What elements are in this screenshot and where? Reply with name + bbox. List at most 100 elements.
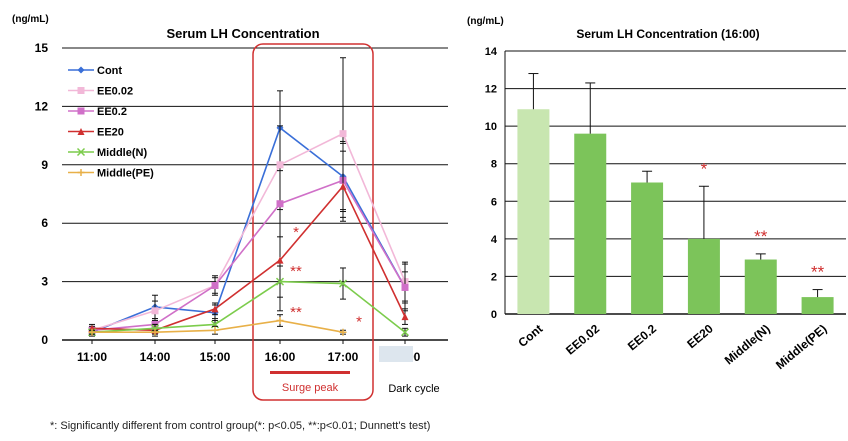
data-point bbox=[339, 182, 347, 190]
line-chart-title: Serum LH Concentration bbox=[166, 26, 319, 41]
y-tick-label: 6 bbox=[491, 196, 497, 208]
x-tick-label: 15:00 bbox=[200, 350, 231, 364]
data-point bbox=[211, 305, 219, 313]
significance-mark: * bbox=[293, 224, 299, 241]
series-line bbox=[91, 280, 406, 334]
y-tick-label: 0 bbox=[491, 309, 497, 321]
series-line bbox=[91, 126, 406, 333]
data-point bbox=[151, 328, 159, 336]
x-tick-label: EE0.2 bbox=[625, 321, 659, 353]
data-point bbox=[401, 283, 409, 291]
data-point bbox=[338, 279, 348, 288]
legend-entry: Middle(PE) bbox=[97, 168, 154, 180]
data-point bbox=[400, 328, 410, 337]
data-point bbox=[275, 277, 285, 286]
y-tick-label: 4 bbox=[491, 234, 498, 246]
legend-entry: Cont bbox=[97, 65, 122, 77]
significance-mark: * bbox=[356, 314, 362, 331]
y-tick-label: 0 bbox=[41, 333, 48, 347]
data-point bbox=[276, 161, 284, 169]
x-tick-label: EE20 bbox=[684, 321, 716, 351]
data-point bbox=[151, 307, 159, 315]
y-tick-label: 12 bbox=[35, 99, 49, 113]
y-tick-label: 6 bbox=[41, 216, 48, 230]
dark-cycle-label: Dark cycle bbox=[388, 383, 439, 395]
significance-mark: ** bbox=[754, 227, 768, 246]
bar-middle-pe-: ** bbox=[801, 263, 834, 314]
data-point bbox=[211, 281, 219, 289]
data-point bbox=[339, 328, 347, 336]
series-line bbox=[91, 184, 406, 332]
bar bbox=[574, 133, 607, 314]
legend-marker bbox=[76, 147, 86, 157]
surge-peak-box bbox=[252, 43, 374, 401]
data-point bbox=[276, 256, 284, 264]
x-tick-label: Middle(N) bbox=[722, 322, 773, 368]
legend-marker bbox=[77, 128, 85, 135]
data-point bbox=[401, 313, 409, 321]
x-tick-label: 16:00 bbox=[265, 350, 296, 364]
y-tick-label: 9 bbox=[41, 158, 48, 172]
surge-peak-label: Surge peak bbox=[282, 382, 339, 394]
bar-chart-grid bbox=[504, 50, 846, 315]
series-line bbox=[91, 179, 406, 332]
line-chart-ylabel: (ng/mL) bbox=[12, 14, 49, 25]
bar-chart: (ng/mL) Serum LH Concentration (16:00) 0… bbox=[467, 16, 846, 372]
bar bbox=[517, 109, 550, 314]
y-tick-label: 15 bbox=[35, 41, 49, 55]
footnote: *: Significantly different from control … bbox=[50, 420, 431, 432]
line-chart-legend: Cont EE0.02 EE0.2 EE20 Middle(N) Middle(PE) bbox=[68, 65, 154, 180]
series-ee0-02 bbox=[88, 57, 409, 335]
legend-marker bbox=[77, 66, 85, 74]
line-chart-series bbox=[87, 57, 410, 337]
significance-mark: ** bbox=[811, 263, 825, 282]
bar-cont bbox=[517, 73, 550, 314]
x-tick-label: Middle(PE) bbox=[773, 322, 829, 373]
bar bbox=[687, 238, 720, 314]
y-tick-label: 8 bbox=[491, 159, 497, 171]
y-tick-label: 10 bbox=[485, 121, 497, 133]
x-tick-label: EE0.02 bbox=[563, 321, 602, 357]
bar bbox=[801, 297, 834, 314]
y-tick-label: 3 bbox=[41, 275, 48, 289]
data-point bbox=[339, 130, 347, 138]
significance-mark: * bbox=[701, 159, 708, 178]
y-tick-label: 2 bbox=[491, 271, 497, 283]
legend-entry: Middle(N) bbox=[97, 147, 147, 159]
legend-entry: EE0.02 bbox=[97, 86, 133, 98]
legend-entry: EE20 bbox=[97, 127, 124, 139]
data-point bbox=[276, 200, 284, 208]
series-cont bbox=[88, 90, 409, 337]
series-line bbox=[91, 132, 406, 332]
dark-cycle-shade bbox=[379, 346, 413, 362]
series-middle-pe- bbox=[88, 314, 347, 336]
bar-chart-y-ticks: 0 2 4 6 8 10 12 14 bbox=[485, 46, 498, 321]
y-tick-label: 12 bbox=[485, 84, 497, 96]
legend-marker bbox=[77, 107, 85, 115]
line-chart: (ng/mL) Serum LH Concentration 03691215 … bbox=[12, 14, 448, 401]
legend-marker bbox=[77, 87, 85, 94]
bar-chart-x-ticks: Cont EE0.02 EE0.2 EE20 Middle(N) Middle(PE) bbox=[515, 321, 829, 372]
bar-ee0-02 bbox=[574, 82, 607, 314]
significance-mark: ** bbox=[290, 263, 302, 280]
bar-chart-title: Serum LH Concentration (16:00) bbox=[576, 27, 759, 41]
significance-mark: ** bbox=[290, 304, 302, 321]
legend-entry: EE0.2 bbox=[97, 106, 127, 118]
data-point bbox=[211, 326, 219, 334]
x-tick-label: 17:00 bbox=[328, 350, 359, 364]
bar-ee0-2 bbox=[631, 170, 664, 314]
bar-ee20: * bbox=[687, 159, 720, 314]
bar-middle-n-: ** bbox=[744, 227, 777, 314]
bar-chart-ylabel: (ng/mL) bbox=[467, 16, 504, 27]
line-chart-annotations: ****** bbox=[290, 224, 362, 331]
line-chart-y-ticks: 0 3 6 9 12 15 bbox=[35, 41, 49, 347]
legend-marker bbox=[77, 169, 85, 176]
surge-peak-bar bbox=[270, 371, 350, 374]
bar bbox=[631, 182, 664, 314]
bar bbox=[744, 259, 777, 314]
bar-chart-bars: ***** bbox=[517, 73, 834, 314]
x-tick-label: 14:00 bbox=[140, 350, 171, 364]
x-tick-label: 11:00 bbox=[77, 350, 107, 364]
